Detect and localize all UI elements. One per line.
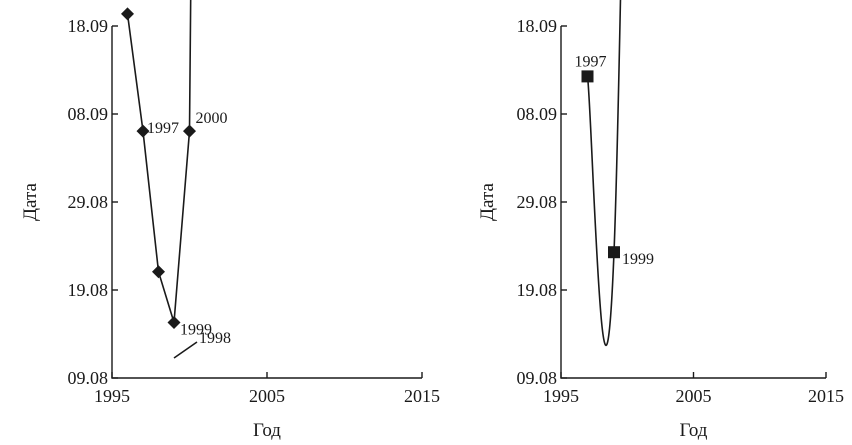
data-point-label: 1997 bbox=[575, 53, 607, 70]
y-tick-label: 19.08 bbox=[517, 280, 558, 300]
data-point-label: 1999 bbox=[180, 322, 212, 339]
y-tick-label: 08.09 bbox=[517, 104, 558, 124]
y-tick-label: 09.08 bbox=[517, 368, 558, 388]
axes-frame bbox=[111, 26, 422, 379]
y-tick-label: 29.08 bbox=[68, 192, 109, 212]
data-point-diamond bbox=[167, 316, 181, 330]
y-tick-label: 29.08 bbox=[517, 192, 558, 212]
y-tick-label: 09.08 bbox=[68, 368, 109, 388]
x-axis-title: Год bbox=[680, 420, 708, 441]
chart-panel-1: 09.08 19.08 29.08 08.09 18.09 1995 2005 2015 Год… bbox=[20, 0, 440, 441]
y-tick-label: 18.09 bbox=[68, 16, 109, 36]
series-line bbox=[586, 0, 622, 346]
data-point-square bbox=[608, 246, 620, 259]
chart-panel-2: 09.08 19.08 29.08 08.09 18.09 1995 2005 2015 Год… bbox=[477, 0, 844, 441]
y-axis-title: Дата bbox=[20, 183, 41, 221]
x-axis-title: Год bbox=[253, 420, 281, 441]
x-tick-label: 2015 bbox=[808, 386, 844, 406]
data-point-diamond bbox=[121, 7, 134, 21]
x-tick-label: 2015 bbox=[404, 386, 440, 406]
data-point-diamond bbox=[152, 265, 165, 279]
label-leader-line bbox=[173, 341, 198, 359]
data-point-diamond bbox=[136, 124, 150, 138]
x-tick-label: 2005 bbox=[676, 386, 712, 406]
data-point-diamond bbox=[183, 124, 196, 138]
x-tick-label: 1995 bbox=[543, 386, 579, 406]
data-point-label: 1999 bbox=[622, 251, 654, 268]
data-point-label: 1998 bbox=[199, 330, 231, 347]
data-point-label: 2000 bbox=[196, 110, 228, 127]
y-tick-label: 08.09 bbox=[68, 104, 109, 124]
x-tick-label: 2005 bbox=[249, 386, 285, 406]
data-point-label: 1996 bbox=[122, 0, 154, 2]
axes-frame bbox=[560, 26, 826, 379]
x-tick-label: 1995 bbox=[94, 386, 130, 406]
series-line bbox=[126, 0, 192, 323]
data-point-label: 1997 bbox=[147, 120, 179, 137]
data-point-square bbox=[581, 70, 594, 83]
y-tick-label: 19.08 bbox=[68, 280, 109, 300]
y-tick-label: 18.09 bbox=[517, 16, 558, 36]
y-axis-title: Дата bbox=[477, 183, 498, 221]
